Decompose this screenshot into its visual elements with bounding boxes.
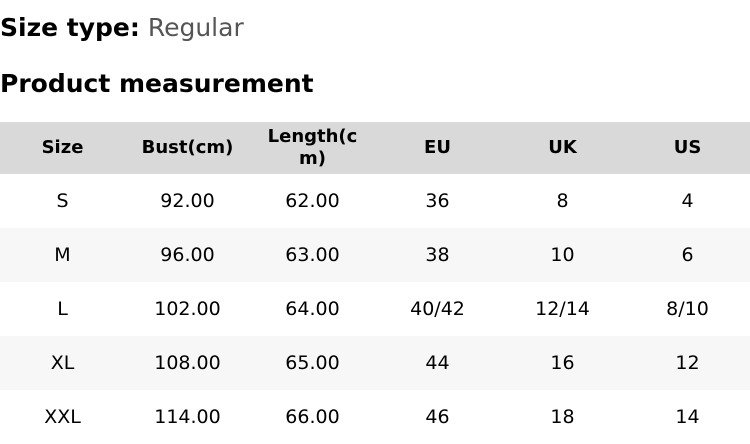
- col-header: UK: [500, 122, 625, 174]
- size-type: Size type: Regular: [0, 12, 244, 44]
- table-cell: L: [57, 298, 68, 320]
- table-cell: 44: [375, 336, 500, 390]
- size-type-value: Regular: [147, 13, 244, 42]
- table-cell: 108.00: [125, 336, 250, 390]
- table-cell: S: [56, 190, 69, 212]
- table-cell: XXL: [44, 406, 81, 428]
- table-row: XXL 114.00 66.00 46 18 14: [0, 390, 750, 444]
- col-header: Size: [0, 122, 125, 174]
- table-cell: M: [0, 228, 125, 282]
- table-cell: 4: [681, 190, 694, 212]
- table-cell: 10: [500, 228, 625, 282]
- col-header: Length(cm): [250, 122, 375, 174]
- table-cell: 38: [375, 228, 500, 282]
- col-header: EU: [375, 122, 500, 174]
- table-row: XL 108.00 65.00 44 16 12: [0, 336, 750, 390]
- table-cell: 96.00: [125, 228, 250, 282]
- table-cell: 64.00: [285, 298, 340, 320]
- measurement-table: Size Bust(cm) Length(cm) EU UK US S 92.00…: [0, 122, 750, 444]
- size-type-label: Size type:: [0, 13, 140, 42]
- table-cell: 114.00: [154, 406, 221, 428]
- col-header: Bust(cm): [125, 122, 250, 174]
- header-row: Size Bust(cm) Length(cm) EU UK US: [0, 122, 750, 174]
- table-row: S 92.00 62.00 36 8 4: [0, 174, 750, 228]
- table-cell: 92.00: [160, 190, 215, 212]
- table-cell: 36: [425, 190, 450, 212]
- table-cell: 62.00: [285, 190, 340, 212]
- table-cell: 65.00: [250, 336, 375, 390]
- table-cell: 14: [675, 406, 700, 428]
- table-cell: 18: [550, 406, 575, 428]
- table-cell: 6: [625, 228, 750, 282]
- table-cell: XL: [0, 336, 125, 390]
- table-cell: 46: [425, 406, 450, 428]
- table-row: L 102.00 64.00 40/42 12/14 8/10: [0, 282, 750, 336]
- table-cell: 12: [625, 336, 750, 390]
- table-cell: 12/14: [535, 298, 590, 320]
- col-header: US: [625, 122, 750, 174]
- table-cell: 8: [556, 190, 569, 212]
- table-cell: 40/42: [410, 298, 465, 320]
- table-cell: 8/10: [666, 298, 709, 320]
- table-row: M 96.00 63.00 38 10 6: [0, 228, 750, 282]
- table-cell: 102.00: [154, 298, 221, 320]
- section-title: Product measurement: [0, 69, 314, 98]
- table-cell: 63.00: [250, 228, 375, 282]
- table-cell: 66.00: [285, 406, 340, 428]
- table-cell: 16: [500, 336, 625, 390]
